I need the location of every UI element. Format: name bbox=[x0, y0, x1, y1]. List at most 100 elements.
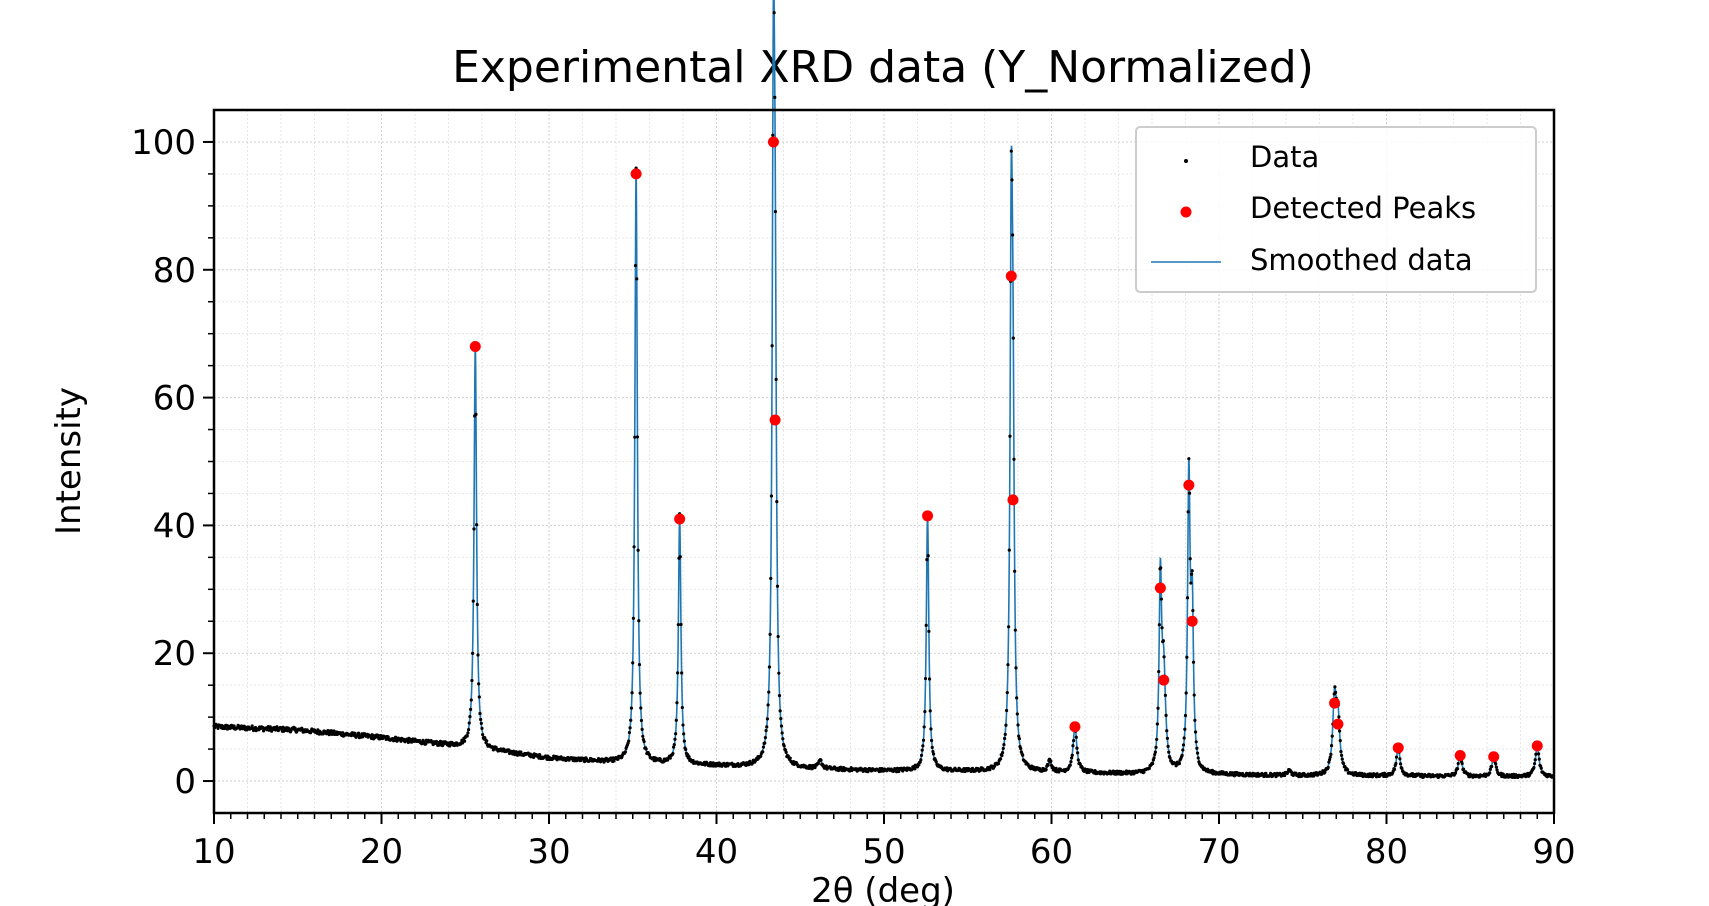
detected-peak-point bbox=[1332, 718, 1344, 730]
data-point bbox=[1537, 757, 1541, 761]
data-point bbox=[1181, 743, 1186, 747]
data-point bbox=[479, 717, 483, 722]
data-point bbox=[1327, 758, 1332, 762]
data-point bbox=[819, 758, 823, 762]
data-point bbox=[763, 741, 767, 745]
data-point bbox=[637, 662, 642, 667]
data-point bbox=[1006, 663, 1010, 667]
data-point bbox=[1494, 762, 1498, 766]
data-point bbox=[775, 500, 779, 504]
data-point bbox=[465, 734, 469, 738]
data-point bbox=[635, 435, 640, 439]
data-point bbox=[1015, 712, 1019, 716]
data-point bbox=[477, 695, 481, 699]
data-point bbox=[1539, 766, 1543, 770]
data-point bbox=[1156, 706, 1160, 710]
data-point bbox=[1151, 762, 1155, 766]
data-point bbox=[919, 753, 924, 757]
data-point bbox=[639, 718, 644, 723]
data-point bbox=[1072, 739, 1076, 743]
data-point bbox=[1046, 763, 1050, 767]
data-point bbox=[1182, 736, 1186, 740]
detected-peak-point bbox=[674, 513, 686, 525]
y-tick-label: 80 bbox=[153, 251, 196, 291]
data-point bbox=[1002, 742, 1006, 747]
data-point bbox=[671, 751, 675, 756]
data-point bbox=[469, 698, 473, 702]
data-point bbox=[1177, 761, 1182, 766]
data-point bbox=[668, 756, 672, 760]
data-point bbox=[1180, 753, 1184, 757]
data-point bbox=[929, 727, 933, 731]
data-point bbox=[1453, 771, 1458, 775]
data-point bbox=[1338, 739, 1342, 743]
data-point bbox=[1330, 734, 1334, 738]
data-point bbox=[629, 718, 633, 722]
data-point bbox=[1194, 740, 1198, 744]
data-point bbox=[1019, 746, 1023, 751]
data-point bbox=[1181, 748, 1185, 752]
data-point bbox=[672, 743, 676, 747]
data-point bbox=[1329, 744, 1334, 748]
data-point bbox=[462, 739, 467, 743]
data-point bbox=[1162, 655, 1166, 659]
data-point bbox=[1049, 759, 1053, 763]
data-point bbox=[1070, 756, 1074, 760]
data-point bbox=[1339, 750, 1343, 754]
data-point bbox=[1340, 757, 1344, 761]
data-point bbox=[627, 730, 632, 735]
data-point bbox=[470, 678, 474, 683]
data-point bbox=[931, 749, 935, 754]
data-point bbox=[1186, 510, 1190, 514]
data-point bbox=[1154, 745, 1158, 749]
data-point bbox=[764, 729, 768, 733]
data-point bbox=[647, 753, 652, 757]
data-point bbox=[355, 734, 359, 738]
data-point bbox=[636, 548, 640, 552]
data-point bbox=[931, 752, 936, 756]
data-point bbox=[250, 724, 254, 728]
data-point bbox=[538, 753, 542, 757]
data-point bbox=[424, 742, 428, 746]
data-point bbox=[1155, 722, 1159, 726]
legend-marker-data bbox=[1184, 159, 1188, 163]
data-point bbox=[1490, 764, 1494, 769]
data-point bbox=[777, 671, 781, 675]
data-point bbox=[633, 435, 637, 439]
detected-peak-point bbox=[1454, 749, 1466, 761]
data-point bbox=[1167, 750, 1171, 754]
chart-title: Experimental XRD data (Y_Normalized) bbox=[452, 42, 1314, 93]
data-point bbox=[674, 732, 678, 736]
y-tick-label: 0 bbox=[174, 762, 196, 802]
detected-peak-point bbox=[767, 136, 779, 148]
data-point bbox=[1187, 491, 1192, 495]
detected-peak-point bbox=[1488, 751, 1500, 763]
data-point bbox=[1076, 758, 1080, 762]
data-point bbox=[1461, 767, 1466, 771]
data-point bbox=[1010, 178, 1014, 182]
data-point bbox=[766, 703, 770, 707]
x-tick-label: 10 bbox=[192, 832, 235, 872]
data-point bbox=[772, 11, 776, 15]
data-point bbox=[1017, 737, 1021, 741]
data-point bbox=[637, 619, 641, 623]
data-point bbox=[480, 726, 484, 730]
data-point bbox=[781, 737, 785, 741]
data-point bbox=[1005, 708, 1009, 713]
data-point bbox=[1338, 729, 1342, 733]
data-point bbox=[471, 599, 475, 603]
x-axis-label: 2θ (deg) bbox=[811, 871, 955, 906]
data-point bbox=[934, 760, 938, 764]
data-point bbox=[673, 737, 677, 741]
data-point bbox=[1187, 457, 1191, 461]
data-point bbox=[779, 717, 783, 721]
detected-peak-point bbox=[1329, 697, 1341, 709]
data-point bbox=[1192, 693, 1196, 697]
data-point bbox=[633, 263, 638, 268]
data-point bbox=[672, 745, 676, 749]
data-point bbox=[623, 750, 627, 754]
data-point bbox=[682, 739, 686, 743]
data-point bbox=[782, 744, 786, 748]
data-point bbox=[1185, 655, 1189, 659]
